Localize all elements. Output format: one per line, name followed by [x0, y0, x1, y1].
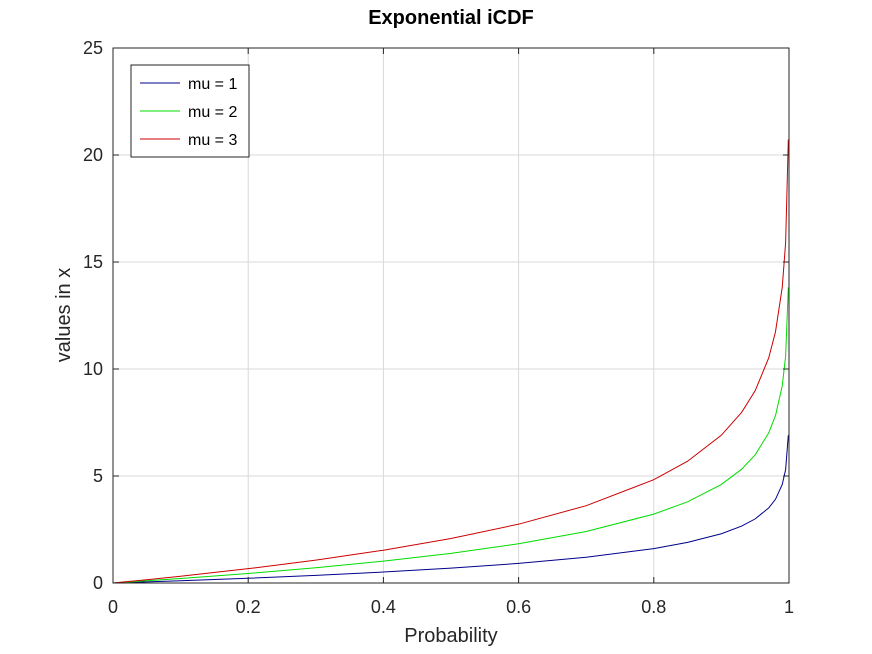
y-axis-label: values in x	[53, 268, 75, 363]
x-axis-label: Probability	[404, 625, 497, 647]
y-tick-label: 25	[83, 38, 103, 58]
x-tick-label: 0.2	[236, 597, 261, 617]
axes-box	[112, 47, 790, 584]
series-line-mu-2	[112, 287, 789, 584]
legend: mu = 1 mu = 2 mu = 3	[130, 64, 250, 158]
x-tick-label: 1	[784, 597, 794, 617]
x-tick-label: 0.6	[506, 597, 531, 617]
y-tick-label: 15	[83, 252, 103, 272]
x-tick-label: 0.4	[371, 597, 396, 617]
x-tick-label: 0.8	[641, 597, 666, 617]
x-tick-label: 0	[108, 597, 118, 617]
legend-label-mu-2: mu = 2	[188, 104, 237, 121]
y-tick-label: 5	[93, 466, 103, 486]
legend-label-mu-3: mu = 3	[188, 132, 237, 149]
legend-label-mu-1: mu = 1	[188, 76, 237, 93]
y-tick-label: 20	[83, 145, 103, 165]
series-line-mu-3	[112, 139, 789, 584]
chart-title: Exponential iCDF	[368, 7, 534, 29]
y-tick-label: 10	[83, 359, 103, 379]
y-tick-label: 0	[93, 573, 103, 593]
